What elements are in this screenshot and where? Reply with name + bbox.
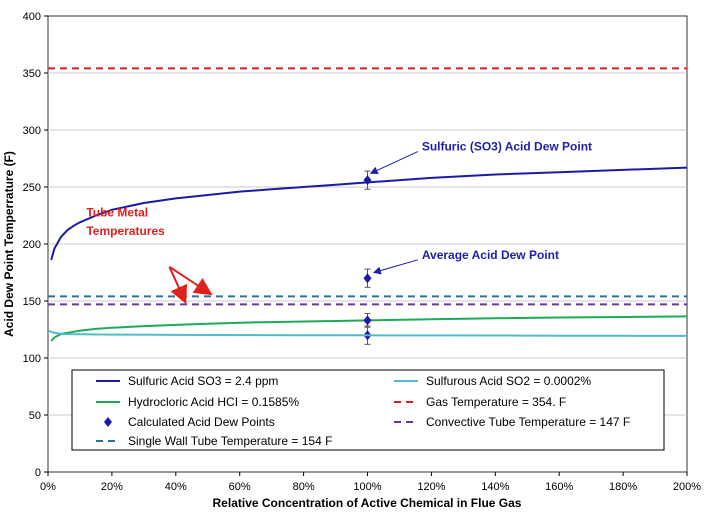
legend-label: Sulfuric Acid SO3 = 2.4 ppm bbox=[128, 374, 278, 388]
series-line bbox=[47, 329, 688, 337]
data-point-diamond bbox=[363, 175, 372, 186]
series-line bbox=[50, 166, 688, 261]
axis-ticks: 0 50 100 150 200 250 300 350 400 0% 20% 40% 60% 80% 10… bbox=[23, 11, 702, 493]
legend-label: Convective Tube Temperature = 147 F bbox=[426, 415, 630, 429]
tick-label-x: 140% bbox=[481, 481, 509, 493]
tick-label-x: 100% bbox=[353, 481, 381, 493]
series-line bbox=[50, 315, 688, 342]
tick-label-x: 160% bbox=[545, 481, 573, 493]
tick-label-x: 40% bbox=[165, 481, 187, 493]
legend-marker bbox=[104, 417, 112, 427]
tick-label-x: 0% bbox=[40, 481, 56, 493]
legend-box bbox=[71, 369, 665, 451]
annotations: Sulfuric (SO3) Acid Dew Point Average Aci… bbox=[86, 140, 592, 304]
tick-label-y: 400 bbox=[23, 11, 41, 23]
tick-label-x: 180% bbox=[609, 481, 637, 493]
x-axis-title: Relative Concentration of Active Chemica… bbox=[213, 496, 522, 510]
tick-label-x: 20% bbox=[101, 481, 123, 493]
legend-label: Sulfurous Acid SO2 = 0.0002% bbox=[426, 374, 591, 388]
annotation-text: Tube Metal bbox=[86, 206, 148, 220]
tick-label-y: 100 bbox=[23, 353, 41, 365]
tick-label-y: 350 bbox=[23, 68, 41, 80]
legend-label: Single Wall Tube Temperature = 154 F bbox=[128, 434, 332, 448]
tick-label-y: 200 bbox=[23, 239, 41, 251]
data-point-diamond bbox=[363, 273, 372, 284]
annotation-text: Temperatures bbox=[86, 224, 165, 238]
annotation-arrow bbox=[369, 151, 419, 175]
y-axis-title: Acid Dew Point Temperrature (F) bbox=[2, 151, 16, 337]
annotation-text: Sulfuric (SO3) Acid Dew Point bbox=[422, 140, 592, 154]
tick-label-x: 80% bbox=[293, 481, 315, 493]
legend-label: Hydrocloric Acid HCI = 0.1585% bbox=[128, 395, 299, 409]
legend-label: Gas Temperature = 354. F bbox=[426, 395, 566, 409]
tick-label-y: 50 bbox=[29, 410, 41, 422]
annotation-text: Average Acid Dew Point bbox=[422, 248, 559, 262]
tick-label-y: 150 bbox=[23, 296, 41, 308]
tick-label-x: 200% bbox=[673, 481, 701, 493]
tick-label-x: 60% bbox=[229, 481, 251, 493]
tick-label-y: 250 bbox=[23, 182, 41, 194]
series-layer bbox=[47, 67, 688, 345]
legend-label: Calculated Acid Dew Points bbox=[128, 415, 275, 429]
annotation-arrow bbox=[372, 259, 418, 275]
tick-label-y: 300 bbox=[23, 125, 41, 137]
data-point-diamond bbox=[363, 315, 372, 326]
legend: Sulfuric Acid SO3 = 2.4 ppm Hydrocloric A… bbox=[71, 369, 665, 451]
annotation-arrow bbox=[168, 265, 213, 296]
annotation-arrow bbox=[168, 266, 187, 304]
tick-label-x: 120% bbox=[417, 481, 445, 493]
tick-label-y: 0 bbox=[35, 467, 41, 479]
